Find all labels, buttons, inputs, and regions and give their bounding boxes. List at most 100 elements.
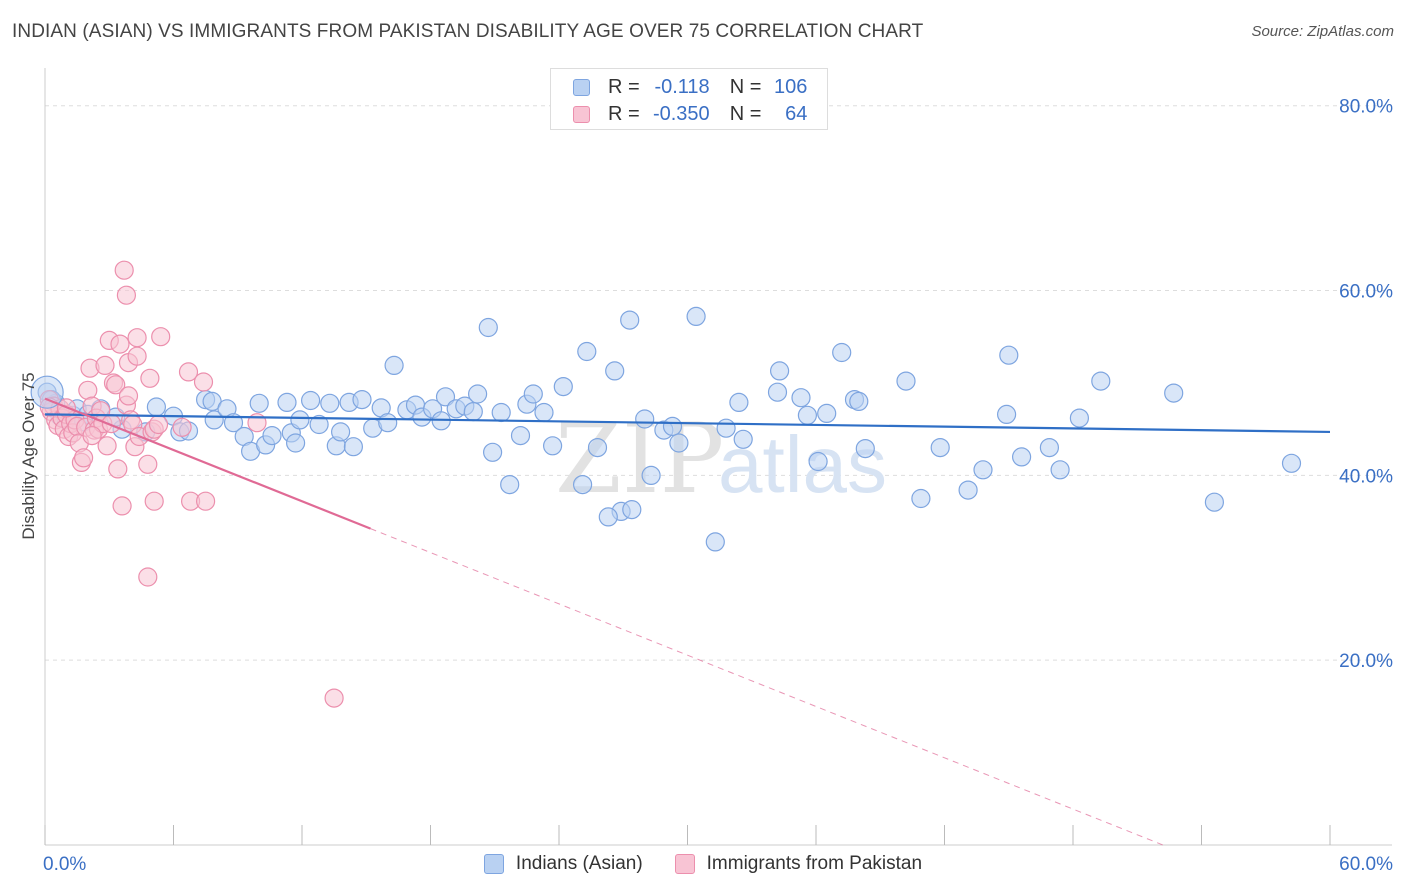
point-pakistan — [108, 459, 128, 479]
point-pakistan — [114, 260, 134, 280]
point-indians — [320, 393, 340, 413]
point-pakistan — [144, 491, 164, 511]
point-indians — [577, 341, 597, 362]
stats-r-value: -0.350 — [652, 102, 710, 125]
legend-label-pakistan: Immigrants from Pakistan — [706, 853, 923, 874]
point-indians — [491, 402, 511, 423]
point-indians — [587, 438, 608, 458]
y-tick-label: 80.0% — [1339, 97, 1393, 118]
point-pakistan — [172, 417, 192, 437]
point-indians — [669, 433, 689, 453]
point-indians — [542, 436, 563, 456]
gridlines — [45, 105, 1392, 661]
y-tick-label: 20.0% — [1339, 651, 1393, 672]
point-indians — [572, 475, 593, 495]
point-indians — [286, 433, 306, 453]
point-pakistan — [196, 491, 216, 511]
stats-row-pakistan: R = -0.350 N = 64 — [573, 102, 807, 126]
stats-n-value: 106 — [774, 75, 808, 98]
stats-row-indians: R = -0.118 N = 106 — [573, 75, 807, 99]
point-indians — [620, 310, 640, 330]
legend-item-pakistan[interactable]: Immigrants from Pakistan — [674, 853, 923, 875]
stats-swatch-pakistan — [573, 105, 590, 123]
point-pakistan — [138, 567, 158, 587]
point-indians — [1164, 383, 1184, 403]
point-indians — [999, 345, 1019, 365]
point-indians — [605, 361, 625, 381]
point-indians — [686, 306, 706, 326]
legend-item-indians[interactable]: Indians (Asian) — [483, 853, 643, 875]
point-indians — [510, 426, 531, 446]
trend-lines — [44, 397, 1331, 846]
axes — [44, 68, 1392, 846]
point-indians — [1281, 453, 1302, 473]
point-indians — [1204, 492, 1225, 512]
point-pakistan — [127, 346, 147, 366]
point-indians — [249, 393, 269, 413]
point-indians — [791, 388, 811, 408]
point-indians — [223, 413, 244, 433]
point-pakistan — [138, 454, 158, 474]
point-pakistan — [95, 355, 115, 375]
legend-label-indians: Indians (Asian) — [515, 853, 643, 874]
point-indians — [705, 532, 725, 552]
stats-n-label: N = — [729, 75, 762, 98]
point-indians — [635, 409, 655, 429]
stats-swatch-indians — [573, 78, 590, 96]
point-indians — [309, 414, 329, 435]
point-indians — [849, 391, 869, 411]
stats-n-label: N = — [729, 102, 762, 125]
point-indians — [911, 488, 931, 509]
point-indians — [435, 387, 456, 407]
stats-r-label: R = — [608, 102, 640, 125]
point-pakistan — [82, 426, 102, 446]
point-indians — [729, 392, 749, 412]
tick-labels: 20.0% 40.0% 60.0% 80.0% 0.0% 60.0% — [43, 97, 1393, 875]
point-indians — [996, 404, 1017, 424]
point-indians — [1069, 408, 1090, 428]
point-indians — [733, 429, 753, 449]
point-indians — [716, 418, 736, 438]
point-indians — [500, 475, 520, 495]
point-indians — [1011, 447, 1032, 467]
point-indians — [797, 405, 818, 425]
point-indians — [930, 438, 950, 458]
point-indians — [973, 460, 993, 480]
point-pakistan — [78, 380, 98, 400]
point-indians — [769, 361, 790, 381]
point-indians — [817, 403, 837, 423]
legend-swatch-indians — [483, 854, 504, 874]
point-indians — [483, 442, 503, 462]
legend-swatch-pakistan — [674, 854, 695, 874]
point-indians — [204, 410, 224, 430]
y-tick-label: 60.0% — [1339, 282, 1393, 303]
point-pakistan — [140, 368, 160, 388]
point-indians — [1039, 438, 1060, 458]
chart-legend: Indians (Asian) Immigrants from Pakistan — [0, 850, 1406, 878]
point-indians — [262, 426, 282, 446]
watermark: ZIP atlas — [555, 403, 887, 515]
trend-line-pakistan-extension — [370, 528, 1164, 846]
chart-title: INDIAN (ASIAN) VS IMMIGRANTS FROM PAKIST… — [12, 21, 924, 42]
trend-line-pakistan — [44, 397, 371, 530]
point-indians — [384, 355, 404, 375]
point-pakistan — [97, 436, 117, 456]
point-indians-large — [30, 375, 64, 409]
point-indians — [290, 410, 310, 430]
point-indians — [808, 451, 828, 472]
point-pakistan — [148, 414, 169, 435]
trend-line-indians — [44, 413, 1331, 434]
point-pakistan — [110, 334, 130, 354]
point-indians — [277, 392, 297, 412]
point-indians — [855, 439, 875, 459]
point-indians — [1091, 371, 1111, 391]
point-indians — [468, 384, 488, 404]
point-indians — [331, 422, 351, 442]
point-pakistan — [178, 362, 199, 382]
point-indians — [301, 390, 321, 411]
point-indians — [622, 500, 642, 520]
point-indians — [662, 416, 683, 436]
x-tick-label: 60.0% — [1339, 854, 1393, 875]
point-indians — [958, 480, 978, 500]
point-indians — [478, 317, 498, 338]
